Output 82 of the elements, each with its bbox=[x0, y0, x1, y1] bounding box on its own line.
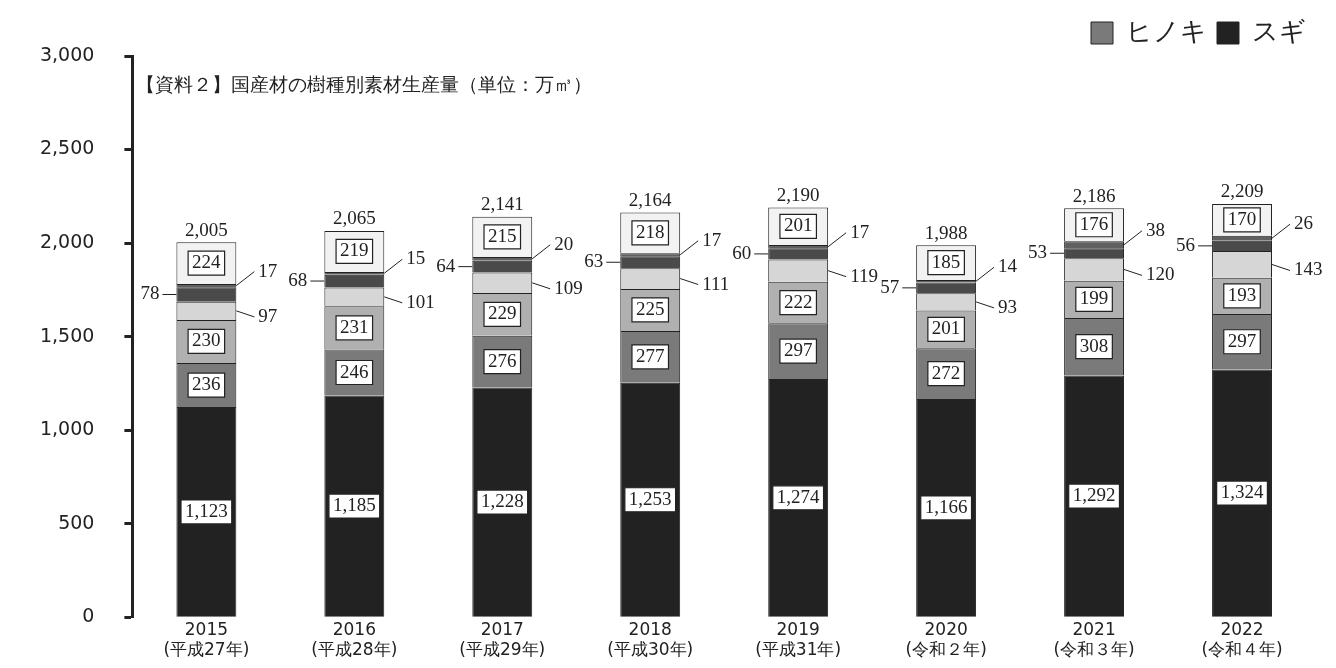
data-label: 109 bbox=[554, 276, 583, 298]
data-label: 64 bbox=[436, 254, 456, 276]
x-tick-label: 2019 (平成31年) bbox=[755, 618, 842, 660]
x-tick-label: 2015 (平成27年) bbox=[163, 618, 250, 660]
data-label: 218 bbox=[635, 220, 665, 242]
data-label: 1,228 bbox=[480, 490, 524, 512]
data-label: 15 bbox=[406, 247, 426, 269]
data-label: 193 bbox=[1227, 283, 1257, 305]
data-label: 297 bbox=[1227, 329, 1257, 351]
data-label: 119 bbox=[850, 264, 878, 286]
total-label: 2,190 bbox=[776, 184, 820, 206]
text: 【資料２】国産材の樹種別素材生産量（単位：万㎥） bbox=[136, 72, 593, 95]
data-label: 53 bbox=[1028, 241, 1048, 263]
data-label: 14 bbox=[998, 255, 1018, 277]
data-label: 185 bbox=[931, 250, 961, 272]
data-label: 219 bbox=[340, 239, 369, 261]
data-label: 26 bbox=[1293, 212, 1313, 234]
data-label: 236 bbox=[192, 373, 221, 395]
x-tick-label: 2021 (令和３年) bbox=[1053, 618, 1135, 660]
data-label: 199 bbox=[1079, 287, 1109, 309]
data-label: 201 bbox=[783, 214, 813, 236]
data-label: 201 bbox=[931, 317, 961, 339]
data-label: 222 bbox=[783, 290, 813, 312]
x-tick-label: 2018 (平成30年) bbox=[607, 618, 694, 660]
total-label: 2,141 bbox=[480, 193, 524, 215]
data-label: 1,185 bbox=[332, 494, 376, 516]
data-label: 1,324 bbox=[1220, 481, 1264, 503]
data-label: 231 bbox=[340, 315, 369, 337]
legend-label: スギ bbox=[1252, 15, 1306, 46]
data-label: 68 bbox=[288, 269, 308, 291]
data-label: 120 bbox=[1146, 263, 1175, 285]
data-label: 17 bbox=[850, 220, 870, 242]
data-label: 101 bbox=[406, 290, 435, 312]
total-label: 2,005 bbox=[184, 218, 228, 240]
data-label: 272 bbox=[931, 361, 961, 383]
data-label: 225 bbox=[635, 297, 665, 319]
data-label: 60 bbox=[732, 241, 752, 263]
total-label: 2,065 bbox=[332, 207, 376, 229]
data-label: 170 bbox=[1227, 207, 1257, 229]
data-label: 1,166 bbox=[924, 495, 968, 517]
data-label: 93 bbox=[998, 295, 1018, 317]
data-label: 97 bbox=[258, 304, 278, 326]
data-label: 229 bbox=[488, 302, 517, 324]
legend-label: ヒノキ bbox=[1126, 15, 1207, 46]
x-tick-label: 2016 (平成28年) bbox=[311, 618, 398, 660]
data-label: 246 bbox=[340, 360, 369, 382]
data-label: 308 bbox=[1079, 334, 1109, 356]
data-label: 143 bbox=[1293, 258, 1323, 280]
total-label: 2,209 bbox=[1220, 180, 1264, 202]
data-label: 1,123 bbox=[184, 499, 228, 521]
data-label: 176 bbox=[1079, 212, 1109, 234]
data-label: 111 bbox=[702, 272, 730, 294]
data-label: 215 bbox=[488, 224, 517, 246]
y-tick-label: 3,000 bbox=[39, 42, 95, 65]
x-tick-label: 2017 (平成29年) bbox=[459, 618, 546, 660]
data-label: 1,292 bbox=[1072, 484, 1116, 506]
data-label: 277 bbox=[635, 344, 665, 366]
data-label: 17 bbox=[702, 228, 722, 250]
total-label: 2,164 bbox=[628, 188, 673, 210]
data-label: 20 bbox=[554, 232, 574, 254]
data-label: 1,253 bbox=[628, 487, 672, 509]
data-label: 297 bbox=[783, 339, 813, 361]
y-tick-label: 1,000 bbox=[39, 417, 95, 440]
data-label: 276 bbox=[488, 349, 517, 371]
data-label: 17 bbox=[258, 259, 278, 281]
y-tick-label: 0 bbox=[82, 604, 95, 627]
y-tick-label: 500 bbox=[58, 510, 95, 533]
data-label: 57 bbox=[880, 275, 900, 297]
data-label: 38 bbox=[1146, 218, 1166, 240]
data-label: 230 bbox=[192, 329, 221, 351]
data-label: 56 bbox=[1176, 233, 1196, 255]
x-tick-label: 2020 (令和２年) bbox=[905, 618, 987, 660]
y-tick-label: 2,500 bbox=[39, 136, 95, 159]
y-tick-label: 2,000 bbox=[39, 230, 95, 252]
total-label: 1,988 bbox=[924, 221, 968, 243]
x-tick-label: 2022 (令和４年) bbox=[1201, 618, 1283, 660]
total-label: 2,186 bbox=[1072, 184, 1116, 206]
data-label: 78 bbox=[140, 282, 160, 304]
data-label: 1,274 bbox=[776, 485, 821, 507]
data-label: 63 bbox=[584, 250, 604, 272]
y-tick-label: 1,500 bbox=[39, 323, 95, 346]
data-label: 224 bbox=[192, 251, 222, 273]
